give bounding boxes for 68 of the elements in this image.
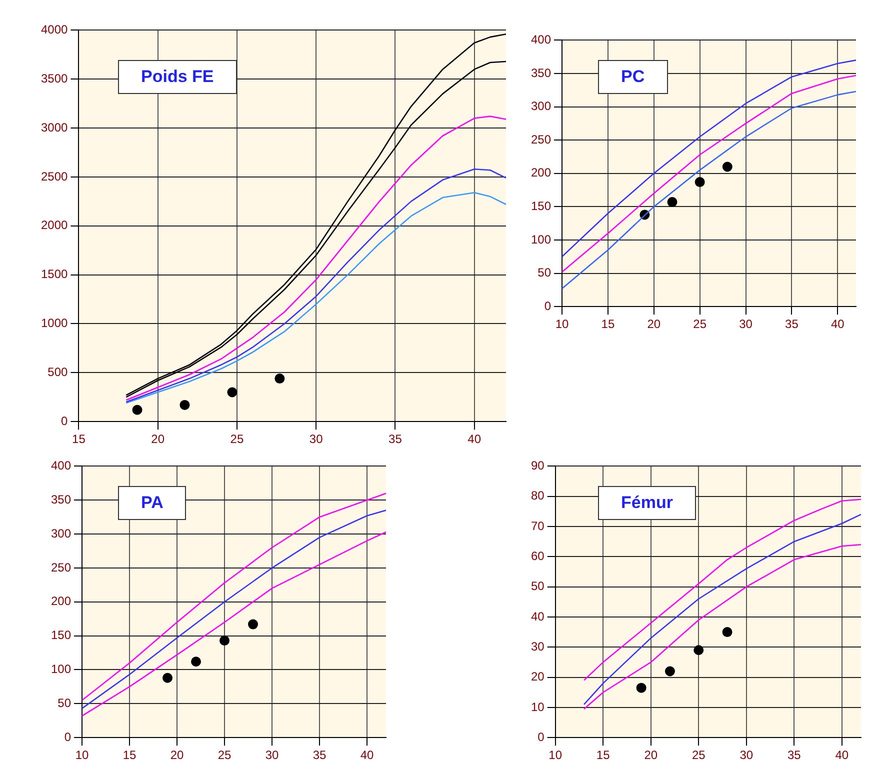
y-tick-label: 50: [538, 266, 552, 280]
x-tick-label: 10: [548, 748, 562, 762]
y-tick-label: 3000: [40, 120, 68, 134]
y-tick-label: 0: [538, 730, 545, 744]
x-tick-label: 30: [740, 748, 754, 762]
x-tick-label: 30: [265, 748, 279, 762]
y-tick-label: 1000: [40, 316, 68, 330]
y-tick-label: 150: [50, 628, 72, 642]
y-tick-label: 40: [530, 609, 545, 624]
text: Fémur: [598, 486, 696, 520]
text: PC: [598, 60, 668, 94]
x-tick-label: 35: [312, 748, 326, 762]
x-tick-label: 20: [151, 432, 165, 446]
y-tick-label: 0: [544, 298, 552, 313]
x-tick-label: 35: [388, 432, 402, 446]
y-tick-label: 4000: [40, 22, 68, 37]
x-tick-label: 35: [785, 317, 799, 332]
y-tick-label: 400: [50, 458, 72, 473]
y-tick-label: 100: [50, 662, 72, 676]
x-tick-label: 20: [644, 748, 658, 762]
y-tick-label: 200: [530, 166, 552, 180]
x-tick-label: 20: [170, 748, 184, 762]
y-tick-label: 70: [530, 518, 545, 533]
y-tick-label: 100: [530, 232, 552, 246]
y-tick-label: 200: [50, 594, 72, 608]
y-tick-label: 250: [530, 132, 552, 146]
y-tick-label: 350: [530, 66, 552, 80]
y-tick-label: 2000: [40, 218, 68, 232]
x-tick-label: 10: [75, 748, 90, 762]
y-tick-label: 250: [50, 560, 72, 574]
text: PA: [118, 486, 186, 520]
y-tick-label: 60: [530, 548, 545, 563]
x-tick-label: 35: [787, 748, 802, 762]
x-tick-label: 40: [360, 748, 374, 762]
x-tick-label: 40: [468, 432, 482, 446]
text: Poids FE: [118, 60, 237, 94]
y-tick-label: 400: [530, 32, 552, 47]
x-tick-label: 40: [835, 748, 849, 762]
y-tick-label: 500: [48, 364, 68, 379]
y-tick-label: 80: [530, 488, 545, 503]
x-tick-label: 15: [122, 748, 137, 762]
y-tick-label: 350: [50, 492, 72, 506]
y-tick-label: 30: [530, 639, 545, 654]
x-tick-label: 25: [692, 748, 706, 762]
x-tick-label: 30: [309, 432, 324, 446]
x-tick-label: 30: [739, 317, 753, 332]
x-tick-label: 25: [693, 317, 707, 332]
y-tick-label: 10: [530, 700, 545, 714]
x-tick-label: 20: [647, 317, 661, 332]
y-tick-label: 1500: [40, 267, 68, 282]
x-tick-label: 25: [230, 432, 244, 446]
y-tick-label: 300: [50, 526, 72, 540]
y-tick-label: 3500: [40, 71, 68, 86]
y-tick-label: 300: [530, 99, 552, 114]
x-tick-label: 25: [218, 748, 232, 762]
y-tick-label: 0: [64, 730, 72, 744]
y-tick-label: 50: [58, 696, 72, 710]
x-tick-label: 15: [596, 748, 610, 762]
x-tick-label: 15: [72, 432, 86, 446]
y-tick-label: 150: [530, 199, 552, 214]
y-tick-label: 90: [530, 458, 545, 473]
y-tick-label: 50: [530, 579, 545, 594]
y-tick-label: 0: [61, 414, 68, 428]
x-tick-label: 15: [601, 317, 615, 332]
x-tick-label: 10: [555, 317, 570, 332]
x-tick-label: 40: [830, 317, 845, 332]
y-tick-label: 2500: [40, 169, 68, 184]
y-tick-label: 20: [530, 670, 545, 684]
